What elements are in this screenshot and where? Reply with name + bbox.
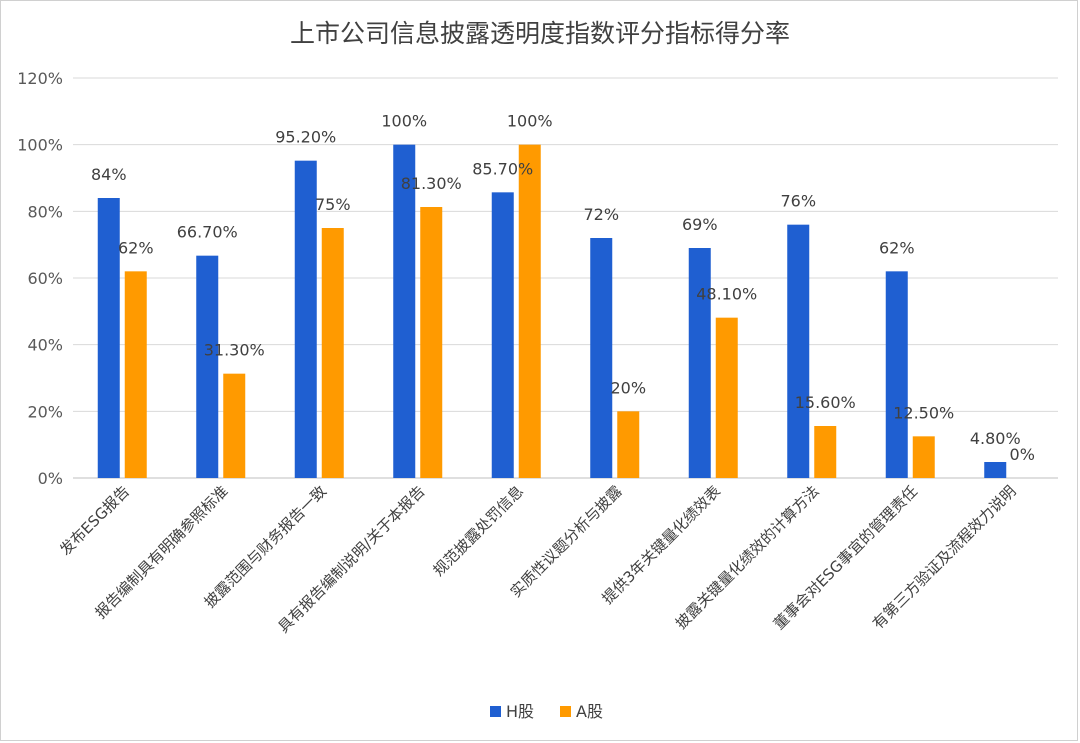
bar-h-6[interactable] [688, 248, 711, 478]
bar-h-1[interactable] [196, 255, 219, 478]
bar-a-7[interactable] [814, 426, 837, 478]
data-label: 76% [780, 192, 816, 211]
y-tick-label: 20% [27, 402, 63, 421]
bar-a-8[interactable] [912, 436, 935, 478]
data-label: 100% [381, 112, 427, 131]
data-label: 4.80% [970, 429, 1021, 448]
category-label: 发布ESG报告 [56, 482, 133, 559]
legend-label[interactable]: A股 [576, 702, 603, 721]
y-tick-label: 40% [27, 336, 63, 355]
data-label: 81.30% [401, 174, 462, 193]
y-tick-label: 120% [17, 69, 63, 88]
data-label: 12.50% [893, 403, 954, 422]
chart-title: 上市公司信息披露透明度指数评分指标得分率 [289, 19, 790, 48]
legend-swatch[interactable] [490, 706, 501, 717]
bar-a-5[interactable] [617, 411, 640, 478]
data-label: 85.70% [472, 159, 533, 178]
bar-h-4[interactable] [491, 192, 514, 479]
bar-a-3[interactable] [420, 207, 443, 478]
bar-a-2[interactable] [321, 228, 344, 478]
bar-a-0[interactable] [124, 271, 147, 478]
legend-swatch[interactable] [560, 706, 571, 717]
data-label: 20% [610, 378, 646, 397]
category-label: 规范披露处罚信息 [429, 482, 527, 580]
data-label: 69% [682, 215, 718, 234]
bar-h-8[interactable] [885, 271, 908, 478]
legend-label[interactable]: H股 [506, 702, 534, 721]
bar-h-7[interactable] [787, 224, 810, 478]
y-tick-label: 60% [27, 269, 63, 288]
y-axis-ticks: 0% 20% 40% 60% 80% 100% 120% [17, 69, 63, 488]
data-label: 72% [583, 205, 619, 224]
y-tick-label: 80% [27, 202, 63, 221]
bar-h-5[interactable] [590, 238, 613, 478]
data-labels: 84% 62% 66.70% 31.30% 95.20% 75% 100% 81.30% 85.… [91, 112, 1035, 464]
data-label: 31.30% [204, 341, 265, 360]
bar-h-2[interactable] [294, 160, 317, 478]
bar-a-6[interactable] [715, 317, 738, 478]
y-tick-label: 100% [17, 136, 63, 155]
data-label: 62% [879, 238, 915, 257]
category-labels: 发布ESG报告报告编制具有明确参照标准披露范围与财务报告一致具有报告编制说明/关… [56, 482, 1019, 636]
bar-h-9[interactable] [984, 462, 1007, 478]
data-label: 48.10% [696, 285, 757, 304]
data-label: 15.60% [795, 393, 856, 412]
data-label: 84% [91, 165, 127, 184]
category-label: 实质性议题分析与披露 [507, 482, 626, 601]
legend[interactable]: H股 A股 [490, 702, 603, 721]
bar-a-4[interactable] [518, 144, 541, 478]
y-tick-label: 0% [38, 469, 63, 488]
data-label: 95.20% [275, 128, 336, 147]
bar-a-1[interactable] [223, 373, 246, 478]
data-label: 0% [1010, 445, 1035, 464]
data-label: 66.70% [177, 223, 238, 242]
bars [97, 144, 1007, 479]
data-label: 75% [315, 195, 351, 214]
bar-h-3[interactable] [393, 144, 416, 478]
bar-h-0[interactable] [97, 198, 120, 478]
data-label: 100% [507, 112, 553, 131]
data-label: 62% [118, 238, 154, 257]
